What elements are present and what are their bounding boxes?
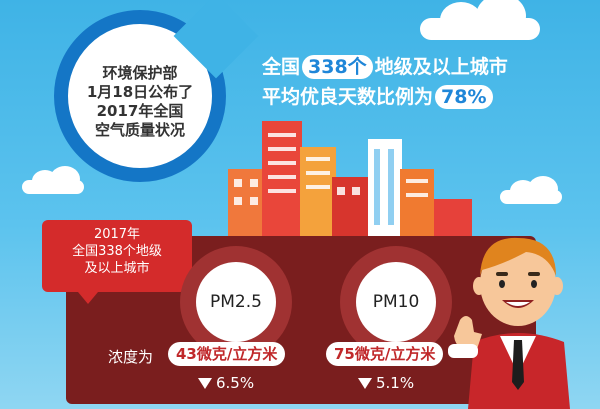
announcement-line: 空气质量状况 bbox=[94, 121, 185, 139]
mascot-thumbs-up-icon bbox=[448, 237, 570, 409]
city-count-badge: 338个 bbox=[302, 55, 373, 79]
announcement-text: 环境保护部 1月18日公布了 2017年全国 空气质量状况 bbox=[68, 64, 212, 140]
callout-line: 2017年 bbox=[93, 227, 141, 242]
building-icon bbox=[434, 199, 472, 239]
pm10-change-value: 5.1% bbox=[376, 374, 415, 392]
headline-text: 全国 bbox=[262, 56, 301, 78]
announcement-circle: 环境保护部 1月18日公布了 2017年全国 空气质量状况 bbox=[54, 10, 226, 182]
pm10-label: PM10 bbox=[356, 262, 436, 342]
building-icon bbox=[400, 169, 434, 239]
down-triangle-icon bbox=[358, 378, 372, 389]
callout-line: 及以上城市 bbox=[84, 261, 150, 276]
cloud-icon bbox=[500, 176, 562, 204]
pm10-concentration: 75微克/立方米 bbox=[326, 342, 444, 366]
down-triangle-icon bbox=[198, 378, 212, 389]
headline-row-2: 平均优良天数比例为 78% bbox=[262, 82, 508, 112]
pm25-change: 6.5% bbox=[198, 374, 254, 392]
pm25-change-value: 6.5% bbox=[216, 374, 255, 392]
pm25-label: PM2.5 bbox=[196, 262, 276, 342]
headline-text: 平均优良天数比例为 bbox=[262, 86, 434, 108]
pm10-badge: PM10 bbox=[340, 246, 452, 358]
announcement-line: 1月18日公布了 bbox=[86, 83, 194, 101]
building-icon bbox=[300, 147, 336, 239]
good-days-ratio-badge: 78% bbox=[435, 85, 493, 109]
cloud-icon bbox=[22, 166, 84, 194]
headline-text: 地级及以上城市 bbox=[374, 56, 508, 78]
pm25-concentration: 43微克/立方米 bbox=[168, 342, 286, 366]
building-icon bbox=[262, 121, 302, 239]
building-icon bbox=[332, 177, 368, 239]
pm10-change: 5.1% bbox=[358, 374, 414, 392]
announcement-line: 环境保护部 bbox=[102, 64, 178, 82]
callout-line: 全国338个地级 bbox=[72, 244, 162, 259]
headline: 全国 338个 地级及以上城市 平均优良天数比例为 78% bbox=[262, 52, 508, 112]
building-icon bbox=[368, 139, 402, 239]
building-icon bbox=[228, 169, 266, 239]
headline-row-1: 全国 338个 地级及以上城市 bbox=[262, 52, 508, 82]
concentration-label: 浓度为 bbox=[108, 348, 154, 366]
cloud-icon bbox=[420, 0, 540, 40]
announcement-line: 2017年全国 bbox=[96, 102, 184, 120]
year-callout: 2017年 全国338个地级 及以上城市 bbox=[42, 220, 192, 304]
pm25-badge: PM2.5 bbox=[180, 246, 292, 358]
